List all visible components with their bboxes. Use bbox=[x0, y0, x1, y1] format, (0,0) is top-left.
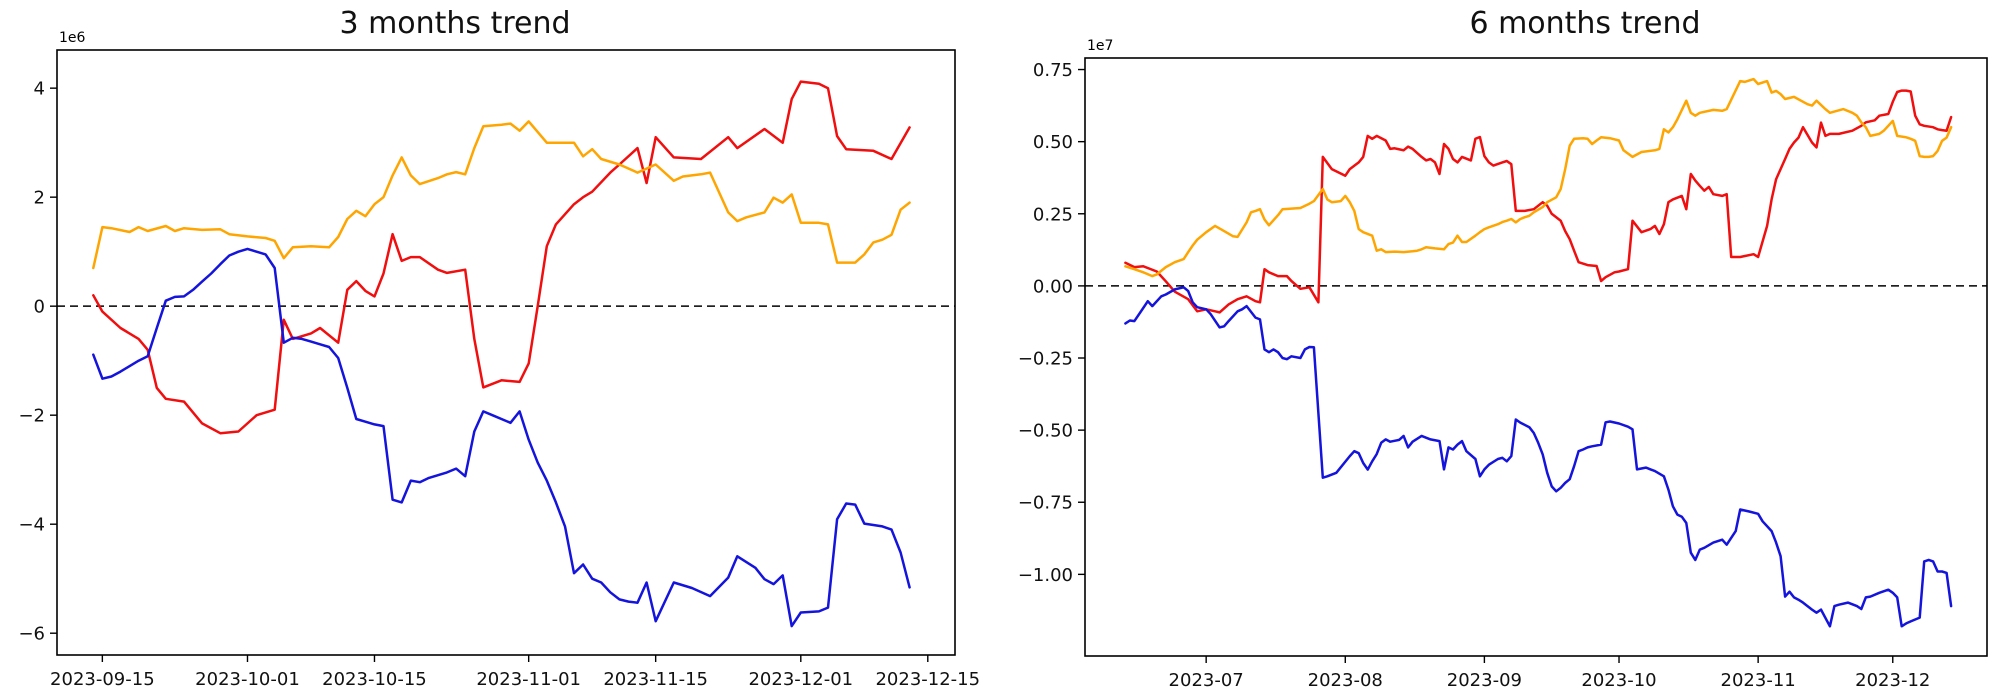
plot-frame bbox=[1084, 57, 1988, 657]
y-tick-label: 0.25 bbox=[1033, 204, 1073, 225]
y-axis-offset-label: 1e7 bbox=[1087, 38, 1113, 54]
y-tick-label: −0.75 bbox=[1018, 493, 1073, 514]
x-tick-label: 2023-12-15 bbox=[875, 669, 980, 690]
x-tick-label: 2023-08 bbox=[1308, 670, 1383, 691]
x-tick-label: 2023-09-15 bbox=[50, 669, 155, 690]
y-tick-label: 0.00 bbox=[1033, 276, 1073, 297]
chart-6-months-title: 6 months trend bbox=[1469, 6, 1701, 41]
y-tick-label: −0.25 bbox=[1018, 349, 1073, 370]
x-tick-label: 2023-10-15 bbox=[322, 669, 427, 690]
y-tick-label: 0.50 bbox=[1033, 132, 1073, 153]
series-line-red bbox=[1124, 89, 1953, 314]
chart-3-months: 1e6 4 2 0 −2 −4 −6 2023-09-15 2023-10-01 2023-10-… bbox=[18, 30, 980, 690]
y-tick-label: −2 bbox=[18, 406, 45, 427]
plot-frame bbox=[56, 49, 956, 656]
x-tick-label: 2023-11-15 bbox=[603, 669, 708, 690]
series-line-orange bbox=[1124, 77, 1953, 278]
y-tick-label: 0 bbox=[34, 297, 45, 318]
chart-3-months-title: 3 months trend bbox=[339, 6, 571, 41]
x-tick-label: 2023-07 bbox=[1169, 670, 1244, 691]
y-tick-label: −1.00 bbox=[1018, 565, 1073, 586]
x-tick-label: 2023-12-01 bbox=[748, 669, 853, 690]
x-tick-label: 2023-12 bbox=[1855, 670, 1930, 691]
series-line-orange bbox=[92, 120, 911, 270]
y-tick-label: 2 bbox=[34, 188, 45, 209]
series-line-blue bbox=[1124, 286, 1953, 628]
y-tick-label: −0.50 bbox=[1018, 421, 1073, 442]
y-tick-label: −6 bbox=[18, 624, 45, 645]
x-tick-label: 2023-09 bbox=[1447, 670, 1522, 691]
chart-6-months: 1e7 0.75 0.50 0.25 0.00 −0.25 −0.50 −0.75 −1.00 2… bbox=[1018, 38, 1988, 691]
x-tick-label: 2023-11-01 bbox=[476, 669, 581, 690]
x-tick-label: 2023-11 bbox=[1721, 670, 1796, 691]
y-tick-label: −4 bbox=[18, 515, 45, 536]
y-tick-label: 4 bbox=[34, 79, 45, 100]
y-axis-offset-label: 1e6 bbox=[59, 30, 86, 46]
y-tick-label: 0.75 bbox=[1033, 60, 1073, 81]
x-tick-label: 2023-10 bbox=[1581, 670, 1656, 691]
series-line-red bbox=[92, 80, 911, 435]
series-line-blue bbox=[92, 247, 911, 628]
x-tick-label: 2023-10-01 bbox=[195, 669, 300, 690]
